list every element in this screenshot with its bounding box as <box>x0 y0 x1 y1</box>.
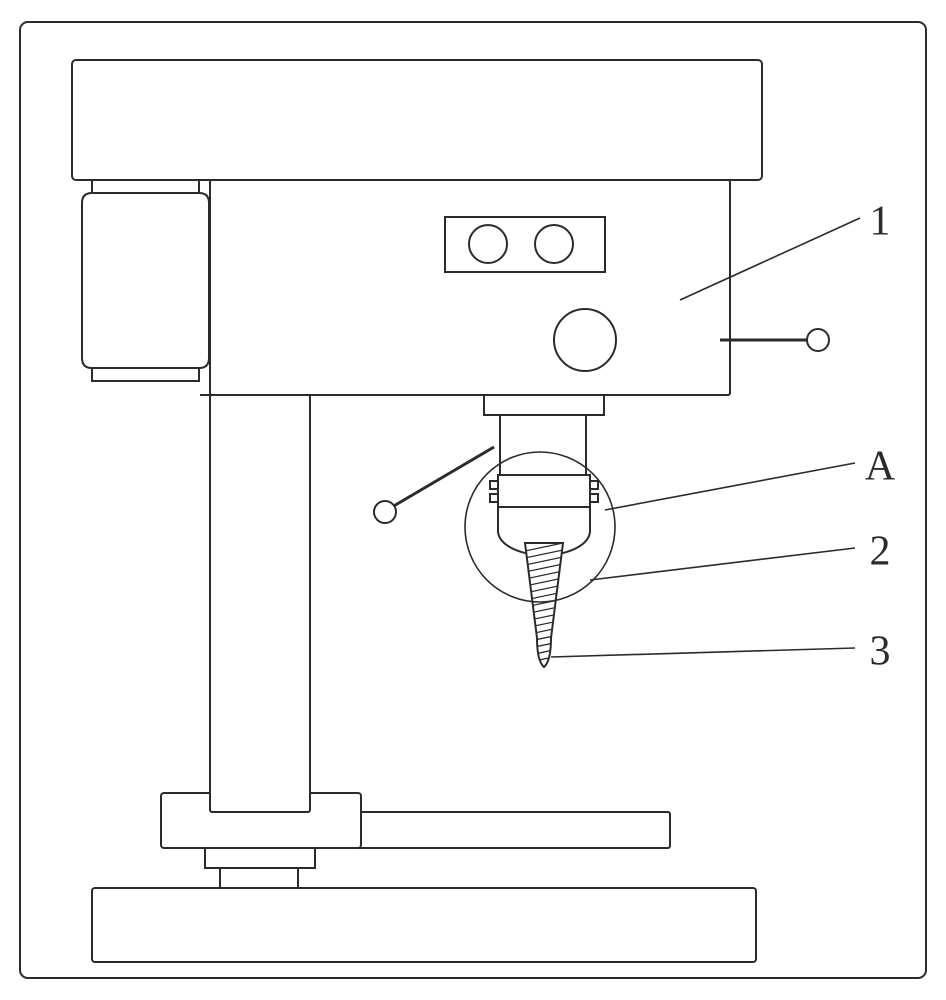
head <box>210 180 730 395</box>
chuck-bolt-0 <box>490 481 498 489</box>
flange <box>205 848 315 868</box>
feed-lever <box>392 447 494 507</box>
quill <box>500 415 586 475</box>
footpad <box>220 868 298 888</box>
top-cap <box>72 60 762 180</box>
column <box>210 395 310 812</box>
drill-press-diagram: 1 A 2 3 <box>0 0 946 1000</box>
lever-knob <box>807 329 829 351</box>
motor-cap-top <box>92 180 199 193</box>
motor-body <box>82 193 209 368</box>
dial-1-icon <box>469 225 507 263</box>
chuck-bolt-1 <box>490 494 498 502</box>
label-num2: 2 <box>870 529 891 575</box>
label-num1: 1 <box>870 199 891 245</box>
feed-knob <box>374 501 396 523</box>
label-ltrA: A <box>865 444 896 490</box>
table-top <box>350 812 670 848</box>
chuck-bolt-2 <box>590 481 598 489</box>
leader-to3 <box>551 648 855 657</box>
base <box>92 888 756 962</box>
dial-2-icon <box>535 225 573 263</box>
label-num3: 3 <box>870 629 891 675</box>
chuck-top <box>498 475 590 507</box>
main-knob <box>554 309 616 371</box>
quill-opening <box>484 395 604 415</box>
motor-cap-bottom <box>92 368 199 381</box>
leader-to2 <box>590 548 855 580</box>
leader-toA <box>605 463 855 510</box>
chuck-bolt-3 <box>590 494 598 502</box>
